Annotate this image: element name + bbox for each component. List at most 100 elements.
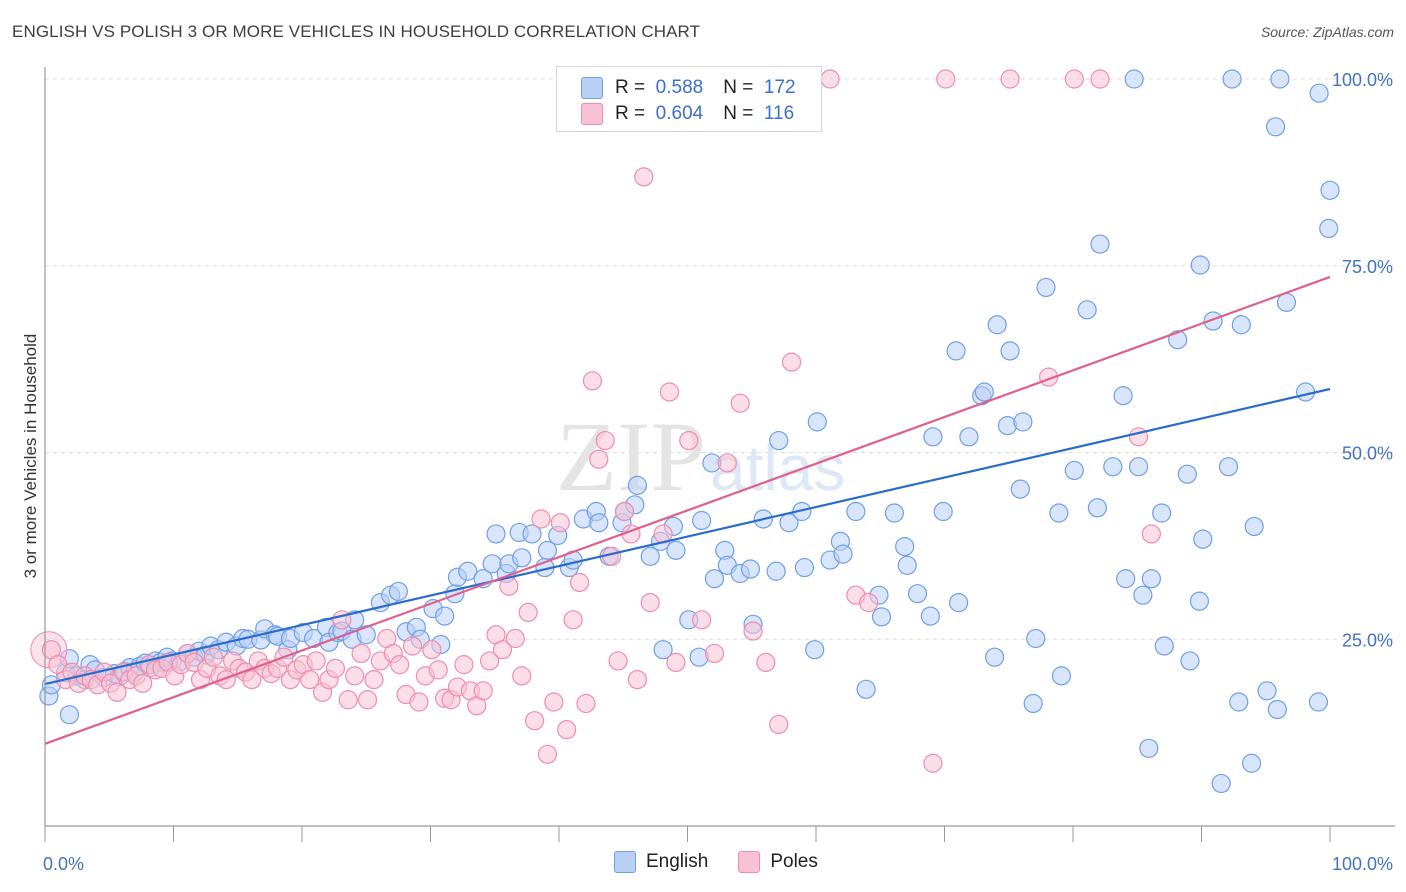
legend: R = 0.588 N = 172 R = 0.604 N = 116	[556, 66, 822, 132]
english-point	[1267, 699, 1287, 720]
tick-marks	[44, 826, 1331, 842]
y-tick-label: 75.0%	[1342, 257, 1393, 277]
english-point	[1308, 692, 1329, 712]
poles-point	[473, 681, 493, 701]
english-point	[1036, 277, 1056, 298]
poles-point	[357, 690, 378, 710]
poles-point	[409, 692, 429, 712]
poles-point	[422, 640, 442, 660]
english-point	[871, 607, 892, 627]
english-point	[920, 606, 940, 626]
legend-r-label: R =	[615, 77, 646, 98]
poles-point	[1090, 69, 1110, 89]
poles-point	[454, 655, 474, 675]
poles-point	[544, 692, 564, 712]
poles-point	[627, 669, 647, 690]
english-point	[1116, 569, 1136, 589]
y-axis-label: 3 or more Vehicles in Household	[21, 334, 40, 579]
poles-point	[107, 682, 127, 702]
english-point	[1319, 218, 1339, 238]
english-point	[1180, 651, 1200, 671]
x-tick-label-min: 0.0%	[43, 854, 84, 874]
poles-point	[531, 509, 551, 529]
poles-point	[614, 501, 635, 522]
english-point	[1026, 628, 1046, 649]
axes	[44, 67, 1395, 827]
poles-point	[512, 666, 532, 686]
english-point	[388, 581, 408, 602]
poles-point	[781, 352, 802, 372]
x-tick-label-max: 100.0%	[1332, 854, 1393, 874]
poles-point	[325, 658, 346, 678]
legend-n-value-english: 172	[763, 77, 796, 98]
chart-title: ENGLISH VS POLISH 3 OR MORE VEHICLES IN …	[12, 22, 701, 41]
english-point	[1309, 83, 1329, 103]
y-tick-label: 50.0%	[1342, 444, 1393, 464]
poles-point	[1064, 69, 1084, 89]
english-point	[1139, 738, 1159, 758]
poles-point	[345, 666, 365, 686]
y-tick-labels: 25.0% 50.0% 75.0% 100.0%	[1332, 70, 1393, 650]
poles-point	[524, 711, 545, 731]
english-point	[1270, 69, 1290, 89]
poles-point	[769, 714, 789, 735]
poles-point	[480, 651, 500, 671]
watermark-zip: ZIP	[556, 401, 706, 512]
y-tick-label: 100.0%	[1332, 70, 1393, 90]
english-point	[1257, 681, 1277, 701]
english-point	[653, 640, 673, 660]
english-point	[1222, 69, 1242, 89]
english-point	[987, 315, 1007, 335]
english-point	[1128, 457, 1149, 477]
poles-point	[550, 513, 570, 533]
legend-row-poles: R = 0.604 N = 116	[581, 101, 794, 127]
english-point	[1295, 382, 1316, 402]
poles-point	[428, 660, 448, 680]
english-point	[1229, 692, 1249, 712]
english-point	[846, 501, 866, 522]
english-point	[1189, 591, 1210, 611]
english-point	[805, 640, 825, 660]
english-point	[522, 524, 542, 544]
english-point	[435, 606, 455, 626]
english-point	[985, 647, 1005, 667]
poles-point	[582, 371, 603, 391]
poles-point	[692, 610, 712, 630]
english-point	[1000, 341, 1020, 361]
poles-point	[756, 652, 776, 673]
english-point	[1077, 300, 1097, 320]
english-point	[897, 555, 917, 575]
english-point	[895, 537, 915, 557]
english-point	[946, 341, 966, 361]
poles-point	[1000, 69, 1020, 89]
poles-point	[659, 382, 680, 402]
poles-point	[133, 673, 153, 693]
english-point	[589, 513, 609, 533]
legend-n-label: N =	[723, 103, 754, 124]
poles-point	[730, 393, 750, 413]
english-point	[1064, 460, 1084, 481]
poles-point	[242, 669, 262, 690]
bottom-legend-swatch-english	[614, 851, 636, 873]
bottom-legend-english: English	[614, 851, 708, 873]
poles-point	[306, 651, 326, 671]
english-point	[640, 546, 660, 566]
english-point	[1013, 412, 1033, 432]
english-point	[1133, 585, 1153, 605]
english-point	[959, 427, 979, 447]
trend-lines	[44, 275, 1331, 745]
poles-point	[679, 430, 699, 451]
poles-point	[704, 643, 725, 664]
english-point	[627, 475, 647, 495]
legend-r-value-poles: 0.604	[655, 103, 704, 124]
poles-point	[717, 453, 737, 473]
english-point	[1231, 315, 1251, 335]
english-point	[907, 584, 928, 604]
english-point	[1113, 386, 1133, 406]
poles-trend-line	[44, 275, 1331, 745]
poles-point	[859, 593, 879, 613]
english-point	[666, 540, 686, 560]
english-point	[769, 430, 789, 451]
english-point	[1103, 457, 1123, 477]
bottom-legend-label-english: English	[646, 851, 709, 872]
